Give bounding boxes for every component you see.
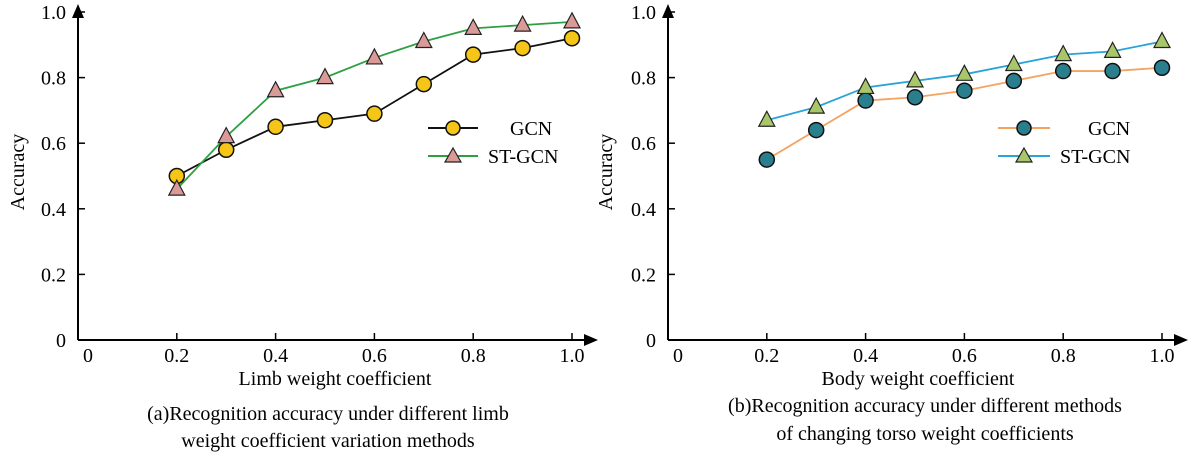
x-axis-arrow-icon xyxy=(584,334,598,346)
x-tick-label: 0.2 xyxy=(164,345,189,367)
x-tick-label: 1.0 xyxy=(1150,345,1175,367)
data-point-stgcn xyxy=(1153,31,1171,49)
legend: GCN ST-GCN xyxy=(998,118,1130,168)
y-tick-label: 0.8 xyxy=(41,68,66,90)
data-point-gcn xyxy=(857,92,874,109)
legend: GCN ST-GCN xyxy=(428,118,558,168)
y-tick-label: 1.0 xyxy=(631,2,656,24)
x-tick-label: 0 xyxy=(83,345,93,367)
data-point-stgcn xyxy=(906,70,924,88)
x-tick-label: 0.4 xyxy=(263,345,288,367)
x-tick-label: 0.8 xyxy=(461,345,486,367)
chart-panel-a: 0 0.2 0.4 0.6 0.8 1.0 0 0.2 0.4 0.6 0.8 1.0 Accura… xyxy=(7,2,598,452)
data-point-gcn xyxy=(1005,72,1023,90)
data-point-gcn xyxy=(1153,59,1171,77)
data-point-gcn xyxy=(906,89,924,106)
y-tick-label: 0.6 xyxy=(631,133,656,155)
data-point-gcn xyxy=(956,82,973,99)
y-axis-label: Accuracy xyxy=(7,134,29,211)
data-point-stgcn xyxy=(1103,41,1122,58)
x-tick-label: 0.2 xyxy=(754,345,779,367)
y-axis-arrow-icon xyxy=(662,4,674,18)
data-point-stgcn xyxy=(316,67,334,85)
data-point-gcn xyxy=(267,118,284,136)
data-point-gcn xyxy=(563,29,581,47)
x-tick-label: 1.0 xyxy=(560,345,585,367)
y-tick-label: 0.4 xyxy=(41,199,66,221)
legend-label-stgcn: ST-GCN xyxy=(488,146,558,168)
x-tick-label: 0.8 xyxy=(1051,345,1076,367)
data-point-gcn xyxy=(217,141,235,159)
data-point-gcn xyxy=(807,121,825,139)
data-point-gcn xyxy=(366,105,383,122)
data-point-stgcn xyxy=(757,109,776,127)
data-point-gcn xyxy=(316,111,334,129)
data-point-stgcn xyxy=(807,96,826,114)
legend-marker-gcn xyxy=(1016,120,1032,136)
data-point-stgcn xyxy=(365,47,384,65)
legend-label-stgcn: ST-GCN xyxy=(1060,146,1130,168)
x-tick-label: 0.6 xyxy=(952,345,977,367)
x-tick-label: 0 xyxy=(673,345,683,367)
legend-label-gcn: GCN xyxy=(1088,118,1130,140)
legend-marker-gcn xyxy=(445,120,461,136)
legend-marker-stgcn xyxy=(443,146,463,163)
caption-line-2: weight coefficient variation methods xyxy=(181,430,475,452)
legend-label-gcn: GCN xyxy=(510,118,552,140)
data-point-stgcn xyxy=(167,178,186,196)
data-point-stgcn xyxy=(856,77,875,95)
data-point-gcn xyxy=(758,151,776,168)
y-tick-label: 0.2 xyxy=(631,264,656,286)
caption-line-2: of changing torso weight coefficients xyxy=(776,423,1074,445)
y-tick-label: 0.4 xyxy=(631,199,656,221)
data-point-stgcn xyxy=(955,64,974,81)
data-point-gcn xyxy=(415,75,433,93)
data-point-gcn xyxy=(464,46,482,63)
x-axis-label: Body weight coefficient xyxy=(822,368,1015,390)
y-tick-label: 1.0 xyxy=(41,2,66,24)
legend-marker-stgcn xyxy=(1014,146,1034,163)
data-point-gcn xyxy=(514,39,531,57)
data-point-stgcn xyxy=(266,80,285,98)
y-tick-label: 0 xyxy=(56,330,66,352)
data-point-stgcn xyxy=(1004,54,1023,72)
y-tick-label: 0.6 xyxy=(41,133,66,155)
data-point-stgcn xyxy=(464,18,483,36)
caption-line-1: (b)Recognition accuracy under different … xyxy=(728,395,1122,417)
data-point-gcn xyxy=(1054,62,1072,80)
data-point-gcn xyxy=(1104,62,1121,80)
data-point-stgcn xyxy=(217,126,236,144)
y-tick-label: 0.2 xyxy=(41,264,66,286)
y-axis-label: Accuracy xyxy=(595,134,617,211)
y-axis-arrow-icon xyxy=(72,4,84,18)
x-tick-label: 0.6 xyxy=(362,345,387,367)
y-tick-label: 0.8 xyxy=(631,68,656,90)
data-point-stgcn xyxy=(513,14,532,32)
y-tick-label: 0 xyxy=(646,330,656,352)
data-point-stgcn xyxy=(563,11,581,29)
caption-line-1: (a)Recognition accuracy under different … xyxy=(147,403,509,425)
data-point-stgcn xyxy=(1054,44,1073,62)
x-axis-label: Limb weight coefficient xyxy=(239,368,432,390)
x-axis-arrow-icon xyxy=(1174,334,1188,346)
chart-panel-b: 0 0.2 0.4 0.6 0.8 1.0 0 0.2 0.4 0.6 0.8 1.0 Accura… xyxy=(595,2,1188,445)
x-tick-label: 0.4 xyxy=(853,345,878,367)
data-point-stgcn xyxy=(414,31,433,49)
